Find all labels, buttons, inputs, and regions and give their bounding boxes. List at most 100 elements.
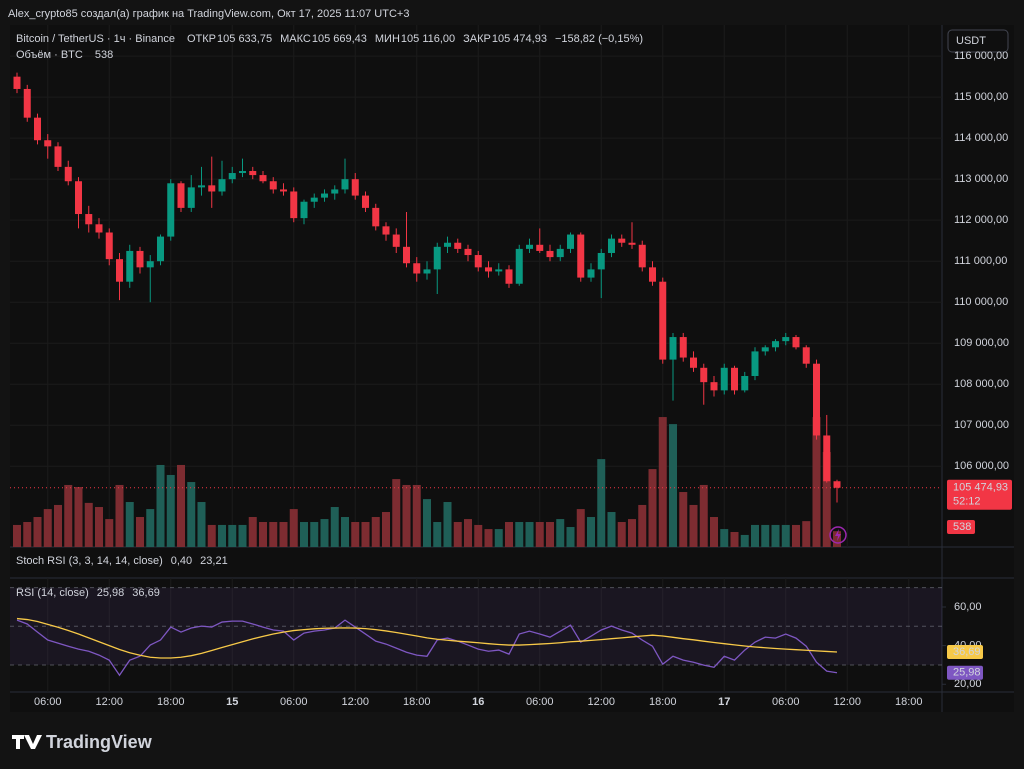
volume-bar xyxy=(13,524,21,547)
volume-bar xyxy=(566,527,575,547)
candle-body xyxy=(269,181,277,190)
volume-bar xyxy=(751,524,759,547)
y-tick-label: 109 000,00 xyxy=(954,337,1009,349)
x-tick-label: 18:00 xyxy=(895,696,923,708)
candle-body xyxy=(341,179,349,190)
currency-button-frame[interactable] xyxy=(947,29,1009,53)
x-tick-label: 12:00 xyxy=(833,696,861,708)
candle-body xyxy=(669,337,677,360)
candle-body xyxy=(126,250,134,282)
volume-bar xyxy=(248,517,257,547)
y-tick-label: 110 000,00 xyxy=(954,296,1008,308)
x-tick-label: 18:00 xyxy=(157,696,185,708)
volume-bar xyxy=(740,534,749,547)
volume-bar xyxy=(730,532,739,547)
chart-panel xyxy=(10,25,1014,712)
volume-bar xyxy=(43,509,52,547)
volume-bar xyxy=(95,507,103,547)
legend-text: Stoch RSI (3, 3, 14, 14, close) xyxy=(16,555,163,567)
volume-bar xyxy=(781,524,790,547)
volume-bar xyxy=(269,522,278,547)
volume-bar xyxy=(669,424,677,547)
volume-bar xyxy=(576,509,585,547)
candle-body xyxy=(444,242,451,247)
candle-body xyxy=(187,187,195,208)
y-tick-label: 106 000,00 xyxy=(954,460,1009,472)
candle-body xyxy=(392,234,400,247)
x-tick-label: 18:00 xyxy=(649,696,677,708)
header-title: Alex_crypto85 создал(а) график на Tradin… xyxy=(8,8,409,20)
volume-bar xyxy=(238,524,247,547)
volume-bar xyxy=(556,519,565,547)
y-tick-label: 115 000,00 xyxy=(954,91,1008,103)
y-tick-label: 107 000,00 xyxy=(954,419,1009,431)
legend-text: ЗАКР xyxy=(463,33,491,45)
legend-text: 105 474,93 xyxy=(492,33,547,45)
candle-body xyxy=(362,195,369,208)
alert-icon xyxy=(829,526,847,544)
logo: TradingView xyxy=(12,732,153,752)
candle-body xyxy=(75,181,82,215)
rsi-tick-label: 20,00 xyxy=(954,678,982,690)
volume-bar xyxy=(617,522,626,547)
candle-body xyxy=(239,170,246,174)
volume-bar xyxy=(341,517,349,547)
candle-body xyxy=(700,367,708,383)
volume-bar xyxy=(371,517,380,547)
volume-bar xyxy=(812,417,821,547)
legend-text: 23,21 xyxy=(200,555,228,567)
candle-body xyxy=(433,246,441,270)
candle-body xyxy=(403,246,410,264)
volume-bar xyxy=(279,522,288,547)
currency-button[interactable]: USDT xyxy=(947,29,1009,53)
candle-body xyxy=(608,238,615,253)
logo-text: TradingView xyxy=(46,732,153,752)
volume-tag-label: 538 xyxy=(953,521,971,533)
volume-bar xyxy=(792,524,800,547)
volume-bar xyxy=(720,529,729,547)
candle-body xyxy=(587,269,595,278)
volume-bar xyxy=(84,502,93,547)
candle-body xyxy=(720,367,728,391)
x-tick-label: 06:00 xyxy=(280,696,308,708)
y-tick-label: 116 000,00 xyxy=(954,50,1008,62)
candle-body xyxy=(167,183,175,237)
candle-body xyxy=(690,357,697,368)
currency-label[interactable]: USDT xyxy=(956,35,986,47)
candle-body xyxy=(731,367,738,391)
x-tick-label: 17 xyxy=(718,696,730,708)
candle-body xyxy=(382,226,390,235)
volume-bar xyxy=(207,524,216,547)
legend-text: 105 633,75 xyxy=(217,33,272,45)
candle-body xyxy=(351,179,359,196)
candle-body xyxy=(64,166,72,182)
candle-body xyxy=(423,269,431,274)
y-tick-label: 113 000,00 xyxy=(954,173,1008,185)
rsi-value-tag xyxy=(947,645,983,660)
volume-bar xyxy=(197,502,206,547)
candle-body xyxy=(177,183,185,208)
legend-text: 105 116,00 xyxy=(401,33,455,45)
candle-body xyxy=(157,236,164,262)
candle-body xyxy=(638,244,646,268)
volume-bar xyxy=(658,417,667,547)
y-tick-label: 114 000,00 xyxy=(954,132,1008,144)
x-tick-label: 15 xyxy=(226,696,238,708)
volume-bar xyxy=(33,517,42,547)
volume-bar xyxy=(177,464,185,547)
legend-text: 36,69 xyxy=(132,587,160,599)
volume-bar xyxy=(166,474,175,547)
rsi-value-tag-label: 36,69 xyxy=(953,646,981,658)
volume-bar xyxy=(464,519,472,547)
candle-body xyxy=(618,238,626,243)
volume-bar xyxy=(546,522,554,547)
candle-body xyxy=(710,382,718,391)
volume-bar xyxy=(23,522,32,547)
volume-bar xyxy=(54,504,62,547)
volume-bar xyxy=(412,484,421,547)
volume-bar xyxy=(64,484,73,547)
volume-bar xyxy=(289,509,298,547)
volume-bar xyxy=(515,522,524,547)
